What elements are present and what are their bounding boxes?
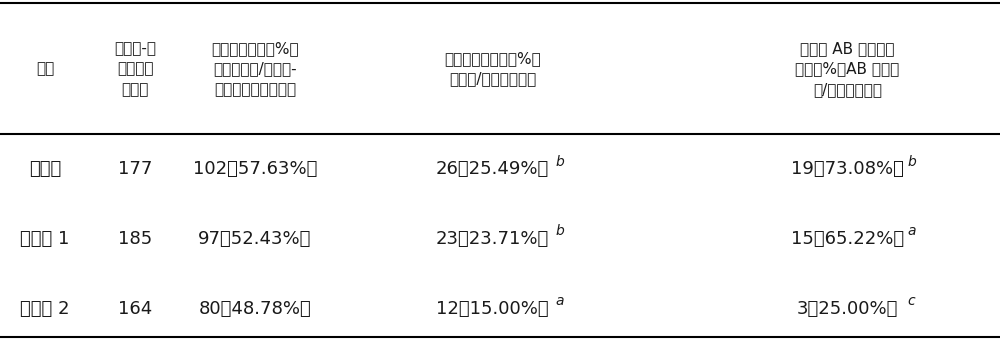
Text: a: a <box>556 294 564 308</box>
Text: 97（52.43%）: 97（52.43%） <box>198 230 312 248</box>
Text: 164: 164 <box>118 300 152 318</box>
Text: 第七天 AB 级别囊胚
数（率%；AB 级囊胚
数/囊胚胚胎数）: 第七天 AB 级别囊胚 数（率%；AB 级囊胚 数/囊胚胚胎数） <box>795 41 900 97</box>
Text: 第七天囊胚数（率%；
囊胚数/卵裂胚胎数）: 第七天囊胚数（率%； 囊胚数/卵裂胚胎数） <box>444 51 541 87</box>
Text: 80（48.78%）: 80（48.78%） <box>199 300 311 318</box>
Text: 177: 177 <box>118 160 152 178</box>
Text: b: b <box>556 224 564 238</box>
Text: b: b <box>556 155 564 169</box>
Text: 102（57.63%）: 102（57.63%） <box>193 160 317 178</box>
Text: 12（15.00%）: 12（15.00%） <box>436 300 549 318</box>
Text: b: b <box>908 155 916 169</box>
Text: 3（25.00%）: 3（25.00%） <box>797 300 898 318</box>
Text: 26（25.49%）: 26（25.49%） <box>436 160 549 178</box>
Text: 对照组 2: 对照组 2 <box>20 300 70 318</box>
Text: 处理组: 处理组 <box>29 160 61 178</box>
Text: c: c <box>908 294 915 308</box>
Text: a: a <box>908 224 916 238</box>
Text: 组别: 组别 <box>36 61 54 76</box>
Text: 15（65.22%）: 15（65.22%） <box>791 230 904 248</box>
Text: 185: 185 <box>118 230 152 248</box>
Text: 23（23.71%）: 23（23.71%） <box>436 230 549 248</box>
Text: 卵裂胚胎数（率%；
卵裂胚胎数/总卵丘-
卵母细胞复合体数）: 卵裂胚胎数（率%； 卵裂胚胎数/总卵丘- 卵母细胞复合体数） <box>211 41 299 97</box>
Text: 19（73.08%）: 19（73.08%） <box>791 160 904 178</box>
Text: 对照组 1: 对照组 1 <box>20 230 70 248</box>
Text: 总卵丘-卵
母细胞复
合体数: 总卵丘-卵 母细胞复 合体数 <box>114 41 156 97</box>
